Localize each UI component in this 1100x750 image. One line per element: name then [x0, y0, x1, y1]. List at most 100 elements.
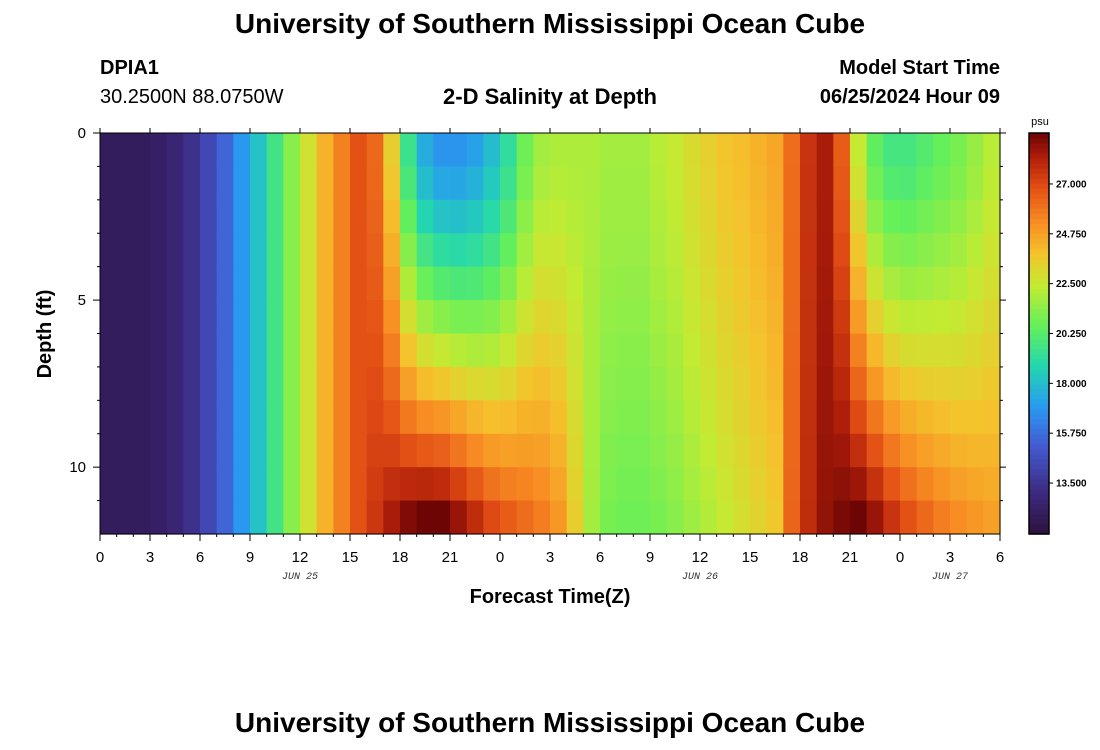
heatmap-cell — [700, 500, 718, 535]
heatmap-cell — [783, 133, 801, 168]
heatmap-cell — [733, 333, 751, 368]
heatmap-cell — [683, 433, 701, 468]
heatmap-cell — [916, 333, 934, 368]
heatmap-cell — [633, 433, 651, 468]
heatmap-cell — [900, 366, 918, 401]
model-start-label: Model Start Time — [839, 57, 1000, 79]
x-tick-label: 18 — [392, 549, 409, 566]
colorbar-segment — [1029, 198, 1049, 204]
heatmap-cell — [250, 166, 268, 201]
heatmap-cell — [866, 133, 884, 168]
heatmap-cell — [916, 133, 934, 168]
x-tick-label: 0 — [96, 549, 104, 566]
heatmap-cell — [366, 433, 384, 468]
heatmap-cell — [766, 133, 784, 168]
x-tick-label: 9 — [246, 549, 254, 566]
heatmap-cell — [850, 166, 868, 201]
colorbar-segment — [1029, 498, 1049, 505]
heatmap-cell — [450, 500, 468, 535]
heatmap-cell — [216, 133, 234, 168]
heatmap-cell — [966, 300, 984, 335]
heatmap-cell — [533, 400, 551, 435]
heatmap-cell — [483, 400, 501, 435]
station-coords: 30.2500N 88.0750W — [100, 86, 284, 108]
colorbar-segment — [1029, 258, 1049, 264]
y-axis: 0 5 10 — [69, 125, 1006, 502]
heatmap-cell — [700, 366, 718, 401]
colorbar-segment — [1029, 273, 1049, 279]
heatmap-cell — [683, 333, 701, 368]
heatmap-cell — [266, 467, 284, 502]
x-tick-label: 12 — [292, 549, 309, 566]
heatmap-cell — [300, 133, 318, 168]
heatmap-cell — [516, 233, 534, 268]
x-tick-label: 12 — [692, 549, 709, 566]
heatmap-cell — [583, 366, 601, 401]
heatmap-cell — [983, 233, 1001, 268]
heatmap-cell — [650, 300, 668, 335]
heatmap-cell — [233, 467, 251, 502]
colorbar-segment — [1029, 313, 1049, 320]
heatmap-cell — [466, 266, 484, 301]
heatmap-cell — [183, 366, 201, 401]
heatmap-cell — [566, 366, 584, 401]
heatmap-cell — [433, 467, 451, 502]
heatmap-cell — [383, 133, 401, 168]
heatmap-cell — [566, 133, 584, 168]
colorbar-tick-label: 24.750 — [1056, 229, 1087, 240]
heatmap-cell — [750, 433, 768, 468]
heatmap-cell — [850, 300, 868, 335]
heatmap-cell — [850, 433, 868, 468]
heatmap-cell — [550, 199, 568, 234]
heatmap-cell — [966, 333, 984, 368]
heatmap-cell — [200, 467, 218, 502]
heatmap-cell — [266, 233, 284, 268]
heatmap-cell — [650, 199, 668, 234]
heatmap-cell — [650, 366, 668, 401]
heatmap-cell — [600, 333, 618, 368]
heatmap-cell — [283, 166, 301, 201]
heatmap-cell — [733, 500, 751, 535]
colorbar-segment — [1029, 303, 1049, 310]
heatmap-cell — [533, 366, 551, 401]
heatmap-cell — [233, 433, 251, 468]
heatmap-cell — [366, 366, 384, 401]
heatmap-cell — [666, 199, 684, 234]
colorbar-segment — [1029, 288, 1049, 294]
heatmap-cell — [383, 333, 401, 368]
date-label: JUN 26 — [682, 572, 718, 583]
heatmap-cell — [116, 366, 134, 401]
colorbar-unit: psu — [1031, 116, 1049, 128]
heatmap-cell — [566, 333, 584, 368]
heatmap-cell — [866, 400, 884, 435]
heatmap-cell — [516, 467, 534, 502]
colorbar-tick-label: 18.000 — [1056, 379, 1087, 390]
heatmap-cell — [416, 400, 434, 435]
heatmap-cell — [616, 400, 634, 435]
heatmap-cell — [966, 433, 984, 468]
heatmap-cell — [333, 467, 351, 502]
heatmap-cell — [866, 199, 884, 234]
heatmap-cell — [183, 500, 201, 535]
heatmap-cell — [350, 467, 368, 502]
heatmap-cell — [883, 366, 901, 401]
heatmap-cell — [566, 300, 584, 335]
heatmap-cell — [716, 467, 734, 502]
colorbar-segment — [1029, 353, 1049, 360]
colorbar-segment — [1029, 378, 1049, 385]
heatmap-cell — [750, 366, 768, 401]
heatmap-cell — [700, 166, 718, 201]
heatmap-cell — [766, 333, 784, 368]
heatmap-cell — [800, 233, 818, 268]
heatmap-cell — [416, 333, 434, 368]
heatmap-cell — [100, 233, 118, 268]
heatmap-cell — [683, 366, 701, 401]
heatmap-cell — [683, 500, 701, 535]
heatmap-cell — [666, 133, 684, 168]
heatmap-cell — [650, 233, 668, 268]
heatmap-cell — [966, 133, 984, 168]
heatmap-cell — [583, 166, 601, 201]
heatmap-cell — [733, 300, 751, 335]
heatmap-cell — [783, 199, 801, 234]
colorbar-segment — [1029, 493, 1049, 500]
